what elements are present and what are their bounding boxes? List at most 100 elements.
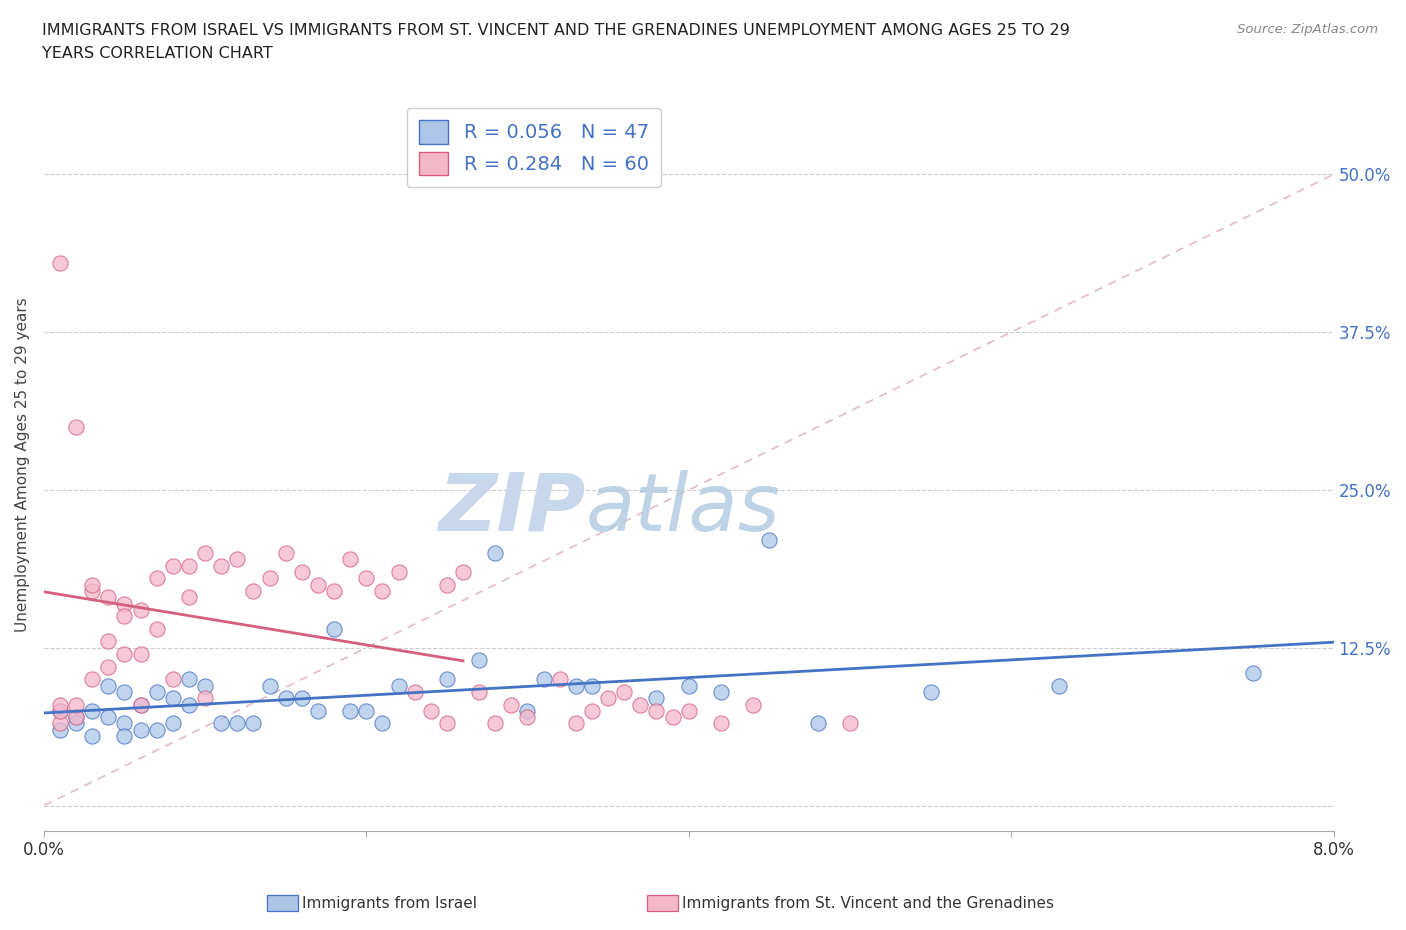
Point (1241, 666, 1264, 681)
Point (49, 256, 72, 271)
Point (436, 716, 458, 731)
Point (678, 703, 700, 718)
Point (758, 533, 780, 548)
Point (838, 716, 860, 731)
Point (226, 716, 249, 731)
Text: ZIP: ZIP (439, 470, 585, 548)
Point (920, 684, 942, 699)
Point (404, 684, 426, 699)
Point (533, 671, 555, 686)
Point (274, 691, 297, 706)
Point (129, 646, 152, 661)
Point (129, 723, 152, 737)
Point (49, 698, 72, 712)
Point (710, 716, 733, 731)
Point (82, 578, 104, 592)
Point (129, 698, 152, 712)
Point (387, 565, 409, 579)
Point (548, 671, 571, 686)
Point (323, 621, 346, 636)
Point (114, 716, 136, 731)
Point (323, 583, 346, 598)
Point (114, 684, 136, 699)
Text: YEARS CORRELATION CHART: YEARS CORRELATION CHART (42, 46, 273, 61)
Point (451, 565, 474, 579)
Point (516, 703, 538, 718)
Text: Immigrants from Israel: Immigrants from Israel (302, 896, 477, 910)
Point (501, 698, 523, 712)
Point (65, 698, 87, 712)
Point (436, 671, 458, 686)
Point (436, 578, 458, 592)
Point (468, 653, 491, 668)
Point (97, 590, 120, 604)
Point (307, 703, 329, 718)
Point (613, 684, 636, 699)
Point (162, 716, 184, 731)
Point (194, 691, 217, 706)
Point (807, 716, 830, 731)
Point (565, 716, 588, 731)
Point (177, 558, 200, 573)
Point (97, 659, 120, 674)
Text: Immigrants from St. Vincent and the Grenadines: Immigrants from St. Vincent and the Gren… (682, 896, 1054, 910)
Point (628, 698, 651, 712)
Point (581, 678, 603, 693)
Point (114, 729, 136, 744)
Point (710, 684, 733, 699)
Point (194, 546, 217, 561)
Point (661, 710, 683, 724)
Point (145, 621, 167, 636)
Point (581, 703, 603, 718)
Point (194, 678, 217, 693)
Point (65, 419, 87, 434)
Point (65, 710, 87, 724)
Point (177, 590, 200, 604)
Point (162, 691, 184, 706)
Point (371, 583, 394, 598)
Point (259, 571, 281, 586)
Point (742, 698, 765, 712)
Point (65, 716, 87, 731)
Point (387, 678, 409, 693)
Point (49, 703, 72, 718)
Point (419, 703, 441, 718)
Point (339, 552, 361, 567)
Point (145, 723, 167, 737)
Point (356, 571, 378, 586)
Point (516, 710, 538, 724)
Text: IMMIGRANTS FROM ISRAEL VS IMMIGRANTS FROM ST. VINCENT AND THE GRENADINES UNEMPLO: IMMIGRANTS FROM ISRAEL VS IMMIGRANTS FRO… (42, 23, 1070, 38)
Point (97, 678, 120, 693)
Point (226, 552, 249, 567)
Point (371, 716, 394, 731)
Point (645, 703, 668, 718)
Point (49, 716, 72, 731)
Point (291, 565, 314, 579)
Point (678, 678, 700, 693)
Point (49, 723, 72, 737)
Point (145, 571, 167, 586)
Point (598, 691, 620, 706)
Point (177, 698, 200, 712)
Point (291, 691, 314, 706)
Point (339, 703, 361, 718)
Point (129, 603, 152, 618)
Point (49, 703, 72, 718)
Point (645, 691, 668, 706)
Point (209, 716, 232, 731)
Point (484, 546, 506, 561)
Legend: R = 0.056   N = 47, R = 0.284   N = 60: R = 0.056 N = 47, R = 0.284 N = 60 (408, 109, 661, 187)
Point (468, 684, 491, 699)
Text: atlas: atlas (585, 470, 780, 548)
Point (82, 703, 104, 718)
Point (242, 583, 264, 598)
Point (97, 710, 120, 724)
Text: Source: ZipAtlas.com: Source: ZipAtlas.com (1237, 23, 1378, 36)
Point (242, 716, 264, 731)
Point (356, 703, 378, 718)
Point (162, 558, 184, 573)
Point (114, 609, 136, 624)
Point (259, 678, 281, 693)
Point (82, 729, 104, 744)
Point (114, 596, 136, 611)
